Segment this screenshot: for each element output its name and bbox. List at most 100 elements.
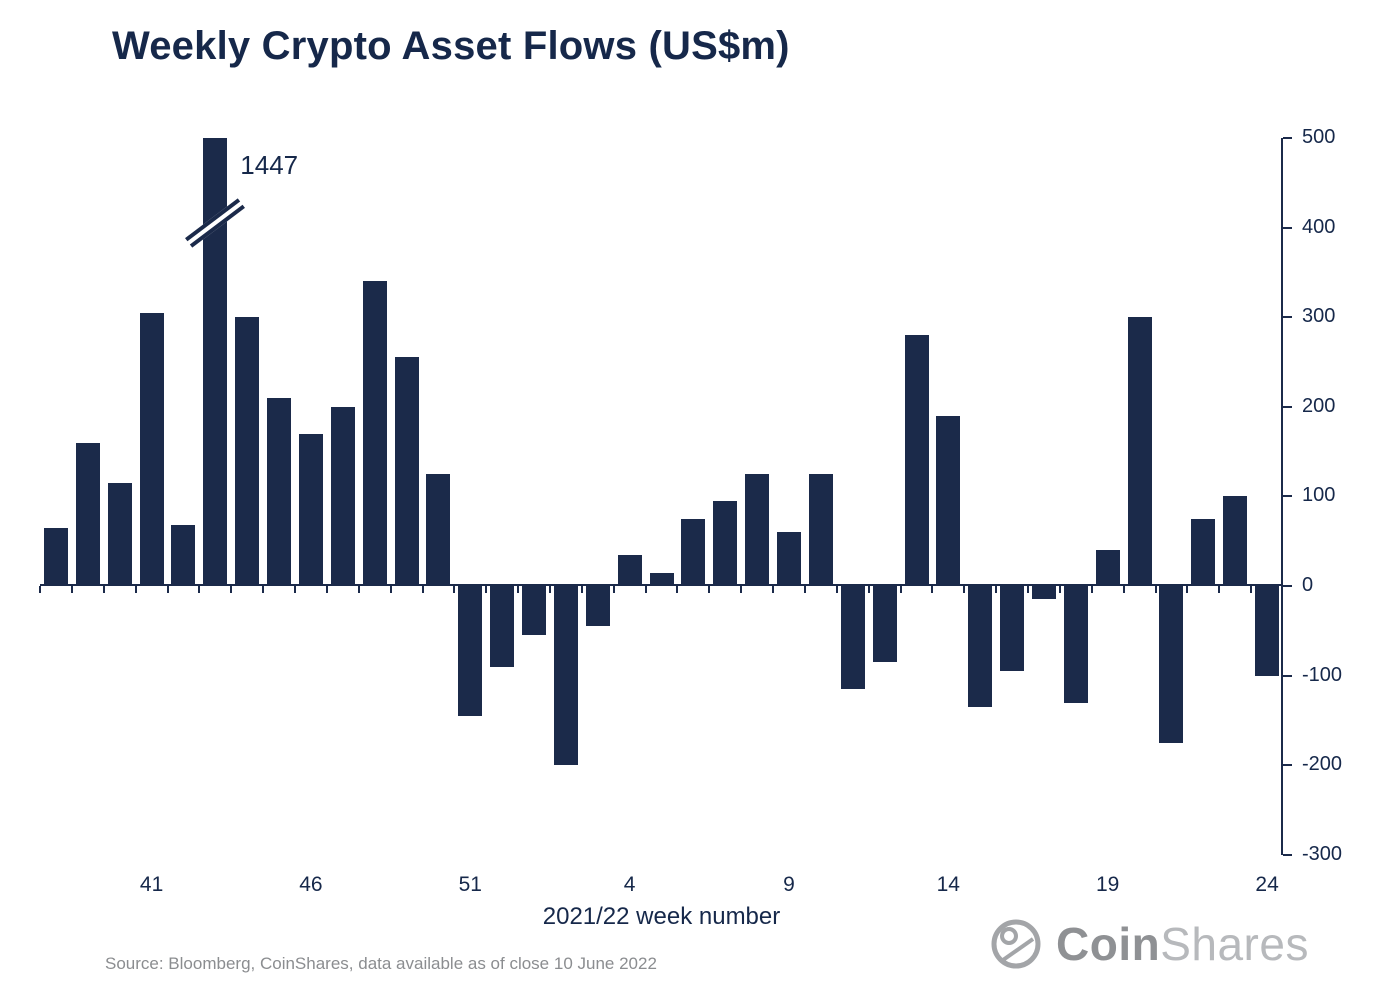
x-axis-minor-tick [134,586,137,593]
x-axis-minor-tick [867,586,870,593]
x-axis-minor-tick [931,586,934,593]
bar-week-18 [1063,586,1088,703]
y-axis-tick [1283,495,1292,498]
y-axis-tick-label: -100 [1302,663,1343,686]
y-axis-tick-label: 200 [1302,394,1336,417]
x-axis-minor-tick [963,586,966,593]
y-axis-tick [1283,226,1292,229]
x-axis-minor-tick [1154,586,1157,593]
x-axis-minor-tick [772,586,775,593]
bar-week-47 [330,407,355,586]
bar-week-51 [458,586,483,716]
plot-area: 500 400 300 200 100 0 -100 -200 -300 41 46 51 4 9 14 19… [39,126,1342,896]
x-axis-minor-tick [644,586,647,593]
bar-week-49 [394,357,419,586]
x-axis-minor-tick [453,586,456,593]
bar-week-14 [936,416,961,586]
bar-week-9 [777,532,801,586]
y-axis-tick-label: -200 [1302,753,1343,776]
x-axis-minor-tick [230,586,233,593]
bar-week-22 [1191,519,1216,586]
bar-week-23 [1223,496,1248,586]
x-axis-minor-tick [70,586,73,593]
y-axis-tick [1283,853,1292,856]
bar-week-19 [1095,550,1120,586]
x-axis-minor-tick [1027,586,1029,593]
source-note: Source: Bloomberg, CoinShares, data avai… [105,954,657,973]
x-axis-minor-tick [1250,586,1253,593]
bar-week-6 [681,519,706,586]
x-axis-minor-tick [803,586,806,593]
y-axis-tick [1283,764,1292,767]
x-axis-minor-tick [1186,586,1189,593]
bar-week-3 [585,586,610,626]
bar-week-48 [362,281,387,586]
x-axis-minor-tick [357,586,360,593]
y-axis-tick [1283,405,1292,408]
x-axis-minor-tick [612,586,615,593]
bar-week-7 [713,501,738,586]
x-axis-minor-tick [102,586,105,593]
y-axis-tick-label: 400 [1302,215,1336,238]
x-axis-tick-label: 19 [1096,873,1120,896]
bar-week-38 [43,528,68,586]
bar-week-50 [426,474,451,586]
bar-week-13 [904,335,929,586]
bar-week-16 [1000,586,1025,671]
x-axis-minor-tick [166,586,169,593]
y-axis-tick [1283,585,1292,587]
x-axis-minor-tick [39,586,41,593]
x-axis-minor-tick [580,586,583,593]
x-axis-tick-label: 41 [139,873,164,896]
x-axis-title: 2021/22 week number [542,903,781,930]
y-axis-tick-label: 0 [1302,574,1314,596]
y-axis-tick-label: 500 [1302,125,1336,148]
bar-week-10 [808,474,833,586]
bar-week-24 [1255,586,1280,676]
x-axis-minor-tick [262,586,265,593]
bar-week-39 [75,443,100,586]
bar-week-44 [235,317,260,586]
x-axis-minor-tick [676,586,679,593]
y-axis-tick [1283,674,1292,677]
y-axis-tick [1283,136,1292,139]
x-axis-minor-tick [325,586,328,593]
x-axis-minor-tick [421,586,424,593]
bar-week-42 [171,525,196,586]
chart-title: Weekly Crypto Asset Flows (US$m) [112,24,790,68]
bar-week-52 [490,586,515,667]
x-axis-minor-tick [389,586,392,593]
x-axis-minor-tick [740,586,743,593]
bar-week-20 [1127,317,1152,586]
bar-week-2 [553,586,578,765]
bar-week-40 [107,483,132,586]
x-axis-minor-tick [1122,586,1125,593]
bar-week-43 [203,138,228,586]
x-axis-minor-tick [899,586,902,593]
x-axis-minor-tick [294,586,296,593]
logo-shares-text: Shares [1160,918,1309,970]
bar-week-8 [745,474,770,586]
bar-week-17 [1032,586,1056,599]
x-axis-zero-line [40,584,1283,586]
logo-coin-text: Coin [1056,918,1161,970]
bar-week-45 [267,398,291,586]
coinshares-logo-icon [991,919,1041,969]
bar-week-11 [840,586,865,689]
y-axis-tick-label: -300 [1302,842,1343,865]
x-axis-tick-label: 51 [458,873,482,896]
x-axis-minor-tick [1218,586,1221,593]
x-axis-minor-tick [995,586,998,593]
x-axis-minor-tick [548,586,551,593]
bar-week-46 [298,434,323,586]
y-axis-tick-label: 100 [1302,484,1336,507]
x-axis-minor-tick [1058,586,1061,593]
coinshares-logo: CoinShares [988,916,1309,972]
x-axis-minor-tick [485,586,488,593]
x-axis-minor-tick [835,586,838,593]
coinshares-logo-text: CoinShares [1056,921,1309,967]
x-axis-tick-label: 14 [936,873,960,896]
bar-week-12 [872,586,897,662]
bar-week-5 [649,573,674,586]
